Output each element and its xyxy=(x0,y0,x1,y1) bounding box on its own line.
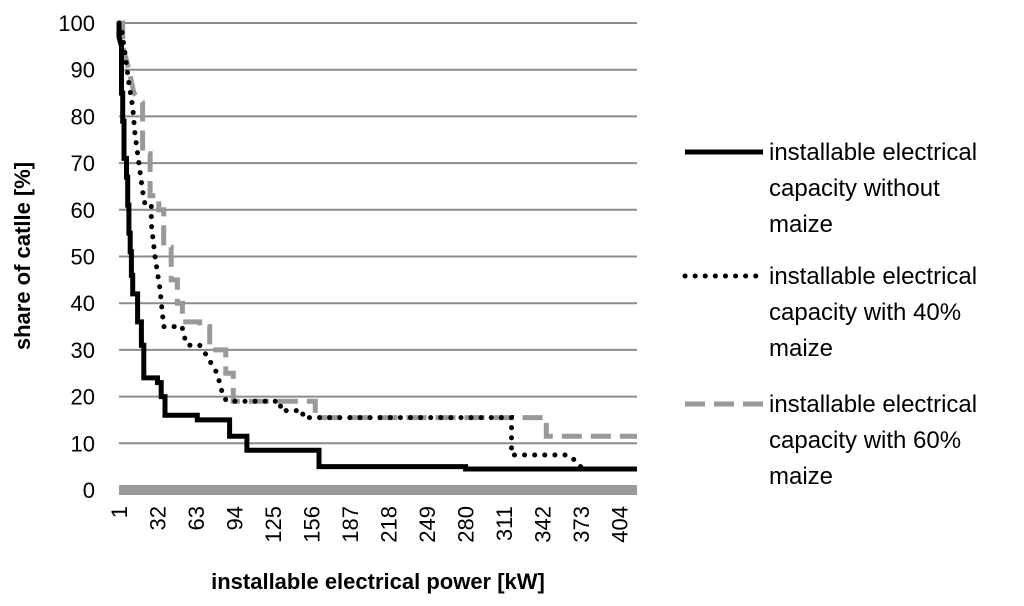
x-tick-label: 156 xyxy=(300,506,325,543)
x-tick-label: 249 xyxy=(415,506,440,543)
legend-label-line: maize xyxy=(769,211,833,238)
y-tick-label: 90 xyxy=(71,58,95,83)
x-tick-label: 218 xyxy=(377,506,402,543)
x-tick-label: 1 xyxy=(107,506,132,518)
legend-label-line: capacity with 60% xyxy=(769,427,961,454)
y-axis-ticks: 0 10 20 30 40 50 60 70 80 90 100 xyxy=(58,11,95,503)
x-tick-label: 311 xyxy=(492,506,517,541)
y-tick-label: 60 xyxy=(71,198,95,223)
x-tick-label: 32 xyxy=(146,506,171,530)
y-tick-label: 100 xyxy=(58,11,95,36)
legend-label: installable electrical capacity with 60% m… xyxy=(769,391,977,490)
y-tick-label: 50 xyxy=(71,245,95,270)
x-tick-label: 187 xyxy=(338,506,363,543)
y-axis-title: share of catlle [%] xyxy=(10,162,35,350)
y-tick-label: 40 xyxy=(71,291,95,316)
x-axis-ticks: 1 32 63 94 125 156 187 218 249 280 311 342 373 404 xyxy=(107,506,633,543)
y-tick-label: 10 xyxy=(71,431,95,456)
legend-label-line: installable electrical xyxy=(769,263,977,290)
x-tick-label: 94 xyxy=(223,506,248,530)
legend-label-line: maize xyxy=(769,335,833,362)
y-tick-label: 80 xyxy=(71,104,95,129)
legend-label: installable electrical capacity without ma… xyxy=(769,139,977,238)
y-tick-label: 0 xyxy=(83,478,95,503)
legend-label: installable electrical capacity with 40% m… xyxy=(769,263,977,362)
grid-lines xyxy=(119,22,637,445)
x-tick-label: 373 xyxy=(569,506,594,543)
series-lines xyxy=(116,20,640,472)
y-tick-label: 20 xyxy=(71,385,95,410)
series-line-dashed xyxy=(119,20,637,439)
legend-label-line: maize xyxy=(769,463,833,490)
x-tick-label: 63 xyxy=(184,506,209,530)
legend-label-line: capacity without xyxy=(769,175,940,202)
x-tick-label: 280 xyxy=(454,506,479,543)
legend-label-line: installable electrical xyxy=(769,139,977,166)
series-line-dotted xyxy=(116,20,640,472)
y-tick-label: 70 xyxy=(71,151,95,176)
legend-label-line: installable electrical xyxy=(769,391,977,418)
x-tick-label: 342 xyxy=(531,506,556,543)
x-tick-label: 404 xyxy=(608,506,633,543)
series-line-solid xyxy=(116,23,637,472)
x-tick-label: 125 xyxy=(261,506,286,543)
x-axis-title: installable electrical power [kW] xyxy=(211,569,545,594)
legend: installable electrical capacity without ma… xyxy=(682,139,977,490)
legend-label-line: capacity with 40% xyxy=(769,299,961,326)
y-tick-label: 30 xyxy=(71,338,95,363)
